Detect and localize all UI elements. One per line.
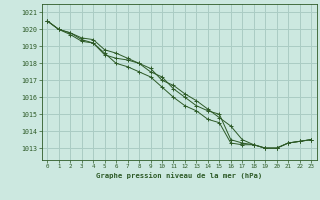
X-axis label: Graphe pression niveau de la mer (hPa): Graphe pression niveau de la mer (hPa): [96, 172, 262, 179]
